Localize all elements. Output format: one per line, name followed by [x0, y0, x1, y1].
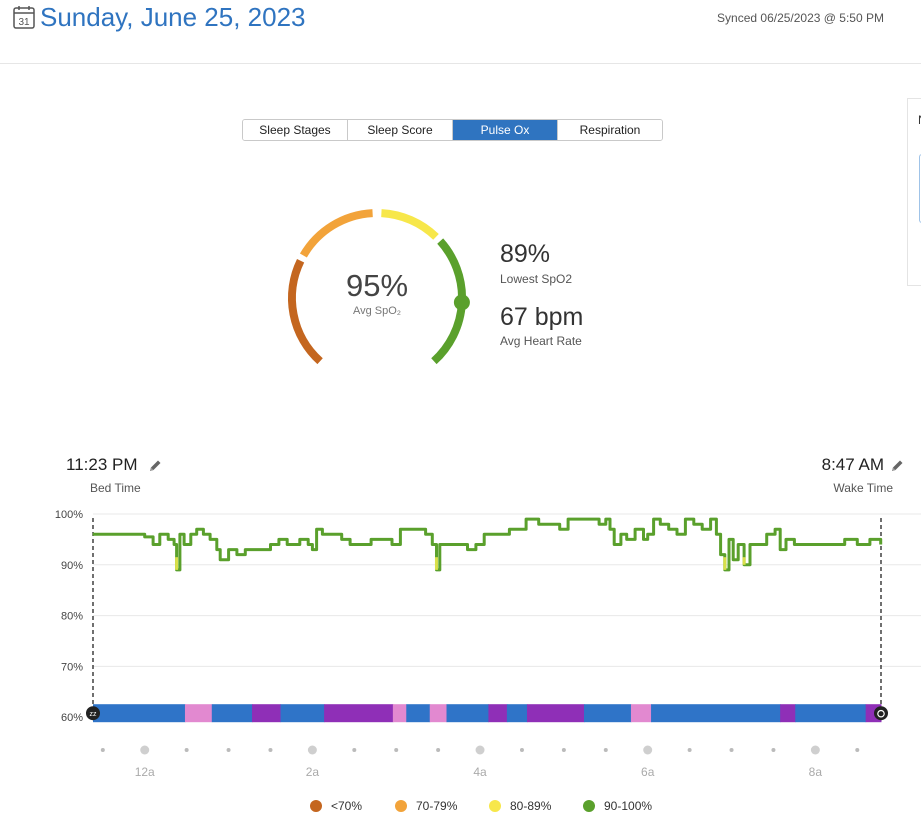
lowest-spo2-value: 89% — [500, 240, 551, 268]
avg-heart-rate-label: Avg Heart Rate — [500, 334, 582, 348]
sleep-stage-segment — [93, 704, 186, 723]
sleep-stage-segment — [184, 704, 213, 723]
legend-label: <70% — [331, 799, 363, 813]
page-title[interactable]: Sunday, June 25, 2023 — [40, 2, 306, 32]
x-axis-dot — [475, 745, 485, 755]
view-tabs: Sleep Stages Sleep Score Pulse Ox Respir… — [242, 119, 663, 141]
gauge-arc-80-89 — [381, 209, 439, 240]
legend-item-70-79: 70-79% — [395, 799, 457, 813]
sleep-stage-segment — [392, 704, 407, 723]
x-axis-dot — [561, 748, 566, 752]
spo2-gauge — [287, 209, 470, 365]
y-tick-label: 80% — [61, 611, 83, 623]
bed-time-value: 11:23 PM — [66, 455, 138, 474]
x-axis-dot — [100, 748, 105, 752]
sleep-stage-segment — [324, 704, 394, 723]
legend-label: 80-89% — [510, 799, 552, 813]
sleep-stage-segment — [780, 704, 796, 723]
y-tick-label: 60% — [61, 712, 83, 724]
x-axis-dot — [184, 748, 189, 752]
avg-spo2-value: 95% — [345, 268, 409, 303]
gauge-arc-70-79 — [299, 209, 373, 258]
x-axis-dot — [810, 745, 820, 755]
x-axis-dot — [307, 745, 317, 755]
edit-wake-time-pencil-icon[interactable] — [890, 459, 904, 473]
tab-sleep-stages[interactable]: Sleep Stages — [243, 120, 347, 140]
side-panel: N — [907, 98, 921, 286]
gauge-indicator — [453, 294, 470, 311]
tab-pulse-ox[interactable]: Pulse Ox — [452, 120, 557, 140]
x-axis-dot — [771, 748, 776, 752]
avg-spo2-label: Avg SpO₂ — [352, 305, 402, 317]
sleep-stage-segment — [446, 704, 489, 723]
x-axis-dot — [643, 745, 653, 755]
legend-dot — [310, 800, 322, 812]
y-tick-label: 90% — [61, 560, 83, 572]
legend-dot — [583, 800, 595, 812]
edit-bed-time-pencil-icon[interactable] — [148, 459, 162, 473]
y-tick-label: 70% — [61, 661, 83, 673]
x-tick-label: 4a — [473, 765, 487, 779]
tab-sleep-score[interactable]: Sleep Score — [347, 120, 452, 140]
lowest-spo2-label: Lowest SpO2 — [500, 272, 573, 286]
sleep-stage-segment — [406, 704, 431, 723]
sleep-stage-segment — [583, 704, 632, 723]
bed-marker-icon — [86, 706, 100, 721]
x-axis-dot — [687, 748, 692, 752]
x-axis-dot — [729, 748, 734, 752]
sleep-stage-segment — [252, 704, 282, 723]
wake-marker-icon — [874, 706, 888, 721]
side-panel-label: N — [918, 113, 921, 127]
legend-item-80-89: 80-89% — [489, 799, 551, 813]
sleep-stage-segment — [211, 704, 253, 723]
x-tick-label: 12a — [135, 765, 155, 779]
sleep-stage-segment — [506, 704, 528, 723]
x-axis-dot — [603, 748, 608, 752]
x-axis-dot — [394, 748, 399, 752]
x-tick-label: 6a — [641, 765, 655, 779]
calendar-icon: 31 — [13, 6, 35, 29]
calendar-icon-day: 31 — [18, 17, 30, 28]
sleep-stage-segment — [651, 704, 781, 723]
x-axis-dot — [352, 748, 357, 752]
x-tick-label: 8a — [809, 765, 823, 779]
legend-item-below-70: <70% — [310, 799, 362, 813]
alarm-clock-icon — [877, 709, 885, 718]
gauge-arc-below-70 — [287, 258, 323, 365]
spo2-line-chart: 100% 90% 80% 70% 60% zz 12a 2a 4a 6a 8a — [55, 509, 921, 779]
wake-time-label: Wake Time — [833, 481, 893, 495]
side-panel-card[interactable] — [919, 154, 921, 223]
x-axis-dot — [855, 748, 860, 752]
sleep-stage-segment — [488, 704, 508, 723]
legend-dot — [489, 800, 501, 812]
legend-label: 90-100% — [604, 799, 653, 813]
sleep-stage-segment — [429, 704, 448, 723]
legend-item-90-100: 90-100% — [583, 799, 652, 813]
tab-respiration[interactable]: Respiration — [557, 120, 662, 140]
avg-heart-rate-value: 67 bpm — [500, 303, 584, 331]
spo2-series-line — [92, 517, 883, 572]
sleep-stage-segment — [526, 704, 585, 723]
sync-status: Synced 06/25/2023 @ 5:50 PM — [717, 11, 884, 25]
bed-marker-glyph: zz — [90, 711, 98, 718]
legend: <70% 70-79% 80-89% 90-100% — [0, 799, 921, 819]
wake-time-value: 8:47 AM — [821, 455, 884, 474]
x-axis-dot — [268, 748, 273, 752]
x-axis-dot — [436, 748, 441, 752]
y-tick-label: 100% — [55, 509, 83, 521]
x-tick-label: 2a — [306, 765, 320, 779]
header: 31 Sunday, June 25, 2023 Synced 06/25/20… — [0, 0, 921, 64]
x-axis-dot — [519, 748, 524, 752]
sleep-stage-segment — [280, 704, 325, 723]
x-axis-dot — [226, 748, 231, 752]
legend-label: 70-79% — [416, 799, 458, 813]
sleep-stage-segment — [795, 704, 867, 723]
sleep-stage-segment — [630, 704, 652, 723]
x-axis-dot — [140, 745, 150, 755]
bed-time-label: Bed Time — [90, 481, 141, 495]
legend-dot — [395, 800, 407, 812]
